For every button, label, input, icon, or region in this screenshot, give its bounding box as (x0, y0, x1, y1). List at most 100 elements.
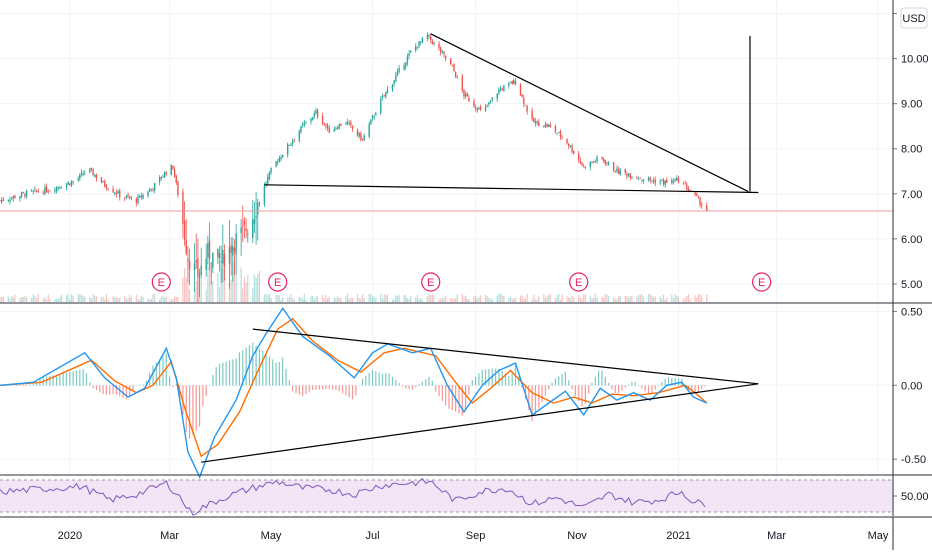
candle-body[interactable] (337, 128, 338, 129)
candle-body[interactable] (14, 196, 15, 198)
candle-body[interactable] (79, 175, 80, 179)
candle-body[interactable] (224, 254, 225, 267)
candle-body[interactable] (59, 188, 60, 189)
candle-body[interactable] (54, 190, 55, 191)
candle-body[interactable] (114, 193, 115, 194)
candle-body[interactable] (327, 126, 328, 128)
candle-body[interactable] (628, 175, 629, 176)
candle-body[interactable] (9, 200, 10, 201)
candle-body[interactable] (23, 192, 24, 193)
candle-body[interactable] (375, 113, 376, 115)
candle-body[interactable] (593, 161, 594, 162)
candle-body[interactable] (350, 122, 351, 125)
candle-body[interactable] (289, 145, 290, 146)
candle-body[interactable] (546, 124, 547, 127)
candle-body[interactable] (197, 258, 198, 277)
candle-body[interactable] (415, 46, 416, 50)
candle-body[interactable] (349, 123, 350, 124)
candle-body[interactable] (280, 157, 281, 159)
candle-body[interactable] (363, 136, 364, 141)
candle-body[interactable] (217, 249, 218, 258)
candle-body[interactable] (264, 185, 265, 204)
candle-body[interactable] (287, 144, 288, 155)
candle-body[interactable] (368, 124, 369, 136)
candle-body[interactable] (317, 110, 318, 117)
candle-body[interactable] (443, 52, 444, 55)
candle-body[interactable] (177, 182, 178, 196)
candle-body[interactable] (407, 57, 408, 64)
candle-body[interactable] (398, 68, 399, 71)
candle-body[interactable] (445, 56, 446, 59)
candle-body[interactable] (590, 162, 591, 167)
candle-body[interactable] (487, 105, 488, 106)
candle-body[interactable] (252, 220, 253, 238)
candle-body[interactable] (3, 199, 4, 201)
candle-body[interactable] (222, 250, 223, 264)
candle-body[interactable] (279, 158, 280, 162)
candle-body[interactable] (129, 197, 130, 199)
candle-body[interactable] (194, 263, 195, 270)
candle-body[interactable] (91, 168, 92, 169)
candle-body[interactable] (106, 186, 107, 189)
candle-body[interactable] (282, 155, 283, 157)
candle-body[interactable] (112, 189, 113, 193)
candle-body[interactable] (492, 97, 493, 99)
price-trendline[interactable] (431, 34, 749, 192)
candle-body[interactable] (480, 107, 481, 110)
candle-body[interactable] (72, 181, 73, 182)
candle-body[interactable] (438, 44, 439, 49)
candles[interactable] (0, 32, 707, 302)
candle-body[interactable] (137, 197, 138, 203)
candle-body[interactable] (339, 124, 340, 128)
candle-body[interactable] (234, 248, 235, 251)
candle-body[interactable] (596, 157, 597, 161)
candle-body[interactable] (490, 101, 491, 102)
candle-body[interactable] (162, 176, 163, 177)
candle-body[interactable] (659, 182, 660, 184)
candle-body[interactable] (13, 196, 14, 198)
candle-body[interactable] (405, 63, 406, 68)
candle-body[interactable] (136, 199, 137, 203)
candle-body[interactable] (142, 195, 143, 199)
candle-body[interactable] (84, 173, 85, 174)
candle-body[interactable] (176, 176, 177, 183)
candle-body[interactable] (31, 191, 32, 192)
candle-body[interactable] (545, 124, 546, 127)
candle-body[interactable] (550, 125, 551, 127)
candle-body[interactable] (8, 200, 9, 201)
candle-body[interactable] (688, 189, 689, 190)
candle-body[interactable] (107, 189, 108, 190)
candle-body[interactable] (473, 101, 474, 107)
candle-body[interactable] (131, 198, 132, 199)
candle-body[interactable] (94, 175, 95, 177)
candle-body[interactable] (34, 189, 35, 190)
candle-body[interactable] (510, 82, 511, 83)
candle-body[interactable] (270, 168, 271, 173)
candle-body[interactable] (686, 184, 687, 189)
candle-body[interactable] (302, 124, 303, 125)
candle-body[interactable] (124, 198, 125, 199)
earnings-marker[interactable]: E (422, 273, 440, 291)
candle-body[interactable] (422, 38, 423, 43)
candle-body[interactable] (182, 192, 183, 224)
candle-body[interactable] (207, 243, 208, 258)
candle-body[interactable] (116, 192, 117, 194)
candle-body[interactable] (465, 94, 466, 97)
candle-body[interactable] (605, 160, 606, 164)
candle-body[interactable] (515, 81, 516, 84)
candle-body[interactable] (663, 179, 664, 184)
candle-body[interactable] (259, 203, 260, 204)
candle-body[interactable] (199, 274, 200, 275)
candle-body[interactable] (71, 181, 72, 185)
candle-body[interactable] (152, 189, 153, 190)
candle-body[interactable] (300, 126, 301, 132)
candle-body[interactable] (255, 216, 256, 218)
candle-body[interactable] (616, 169, 617, 172)
candle-body[interactable] (46, 186, 47, 192)
candle-body[interactable] (560, 131, 561, 137)
candle-body[interactable] (335, 128, 336, 129)
candle-body[interactable] (11, 198, 12, 199)
rsi-pane[interactable] (0, 479, 893, 515)
candle-body[interactable] (543, 126, 544, 127)
